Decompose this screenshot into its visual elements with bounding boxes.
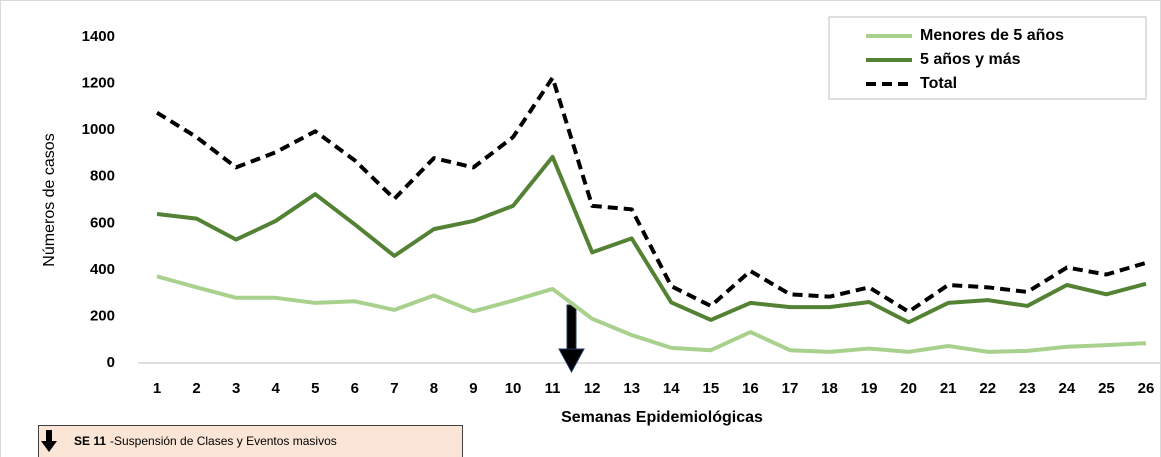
y-tick-label: 800 — [90, 168, 115, 185]
series-line — [156, 274, 1147, 354]
annotation-bold: SE 11 — [74, 434, 106, 448]
x-tick-label: 16 — [742, 380, 759, 397]
x-tick-label: 14 — [663, 380, 680, 397]
x-axis-title: Semanas Epidemiológicas — [561, 409, 763, 426]
x-tick-label: 2 — [192, 380, 200, 397]
y-tick-label: 1200 — [82, 75, 115, 92]
y-tick-label: 1400 — [82, 28, 115, 45]
y-tick-label: 200 — [90, 307, 115, 324]
annotation-text: -Suspensión de Clases y Eventos masivos — [110, 434, 337, 448]
x-tick-label: 23 — [1019, 380, 1036, 397]
x-tick-label: 25 — [1098, 380, 1115, 397]
x-tick-label: 19 — [861, 380, 878, 397]
x-tick-label: 12 — [584, 380, 601, 397]
series-line — [156, 154, 1147, 325]
x-tick-label: 3 — [232, 380, 240, 397]
legend-label: Menores de 5 años — [920, 27, 1064, 44]
x-tick-label: 7 — [390, 380, 398, 397]
series-line — [155, 75, 1147, 314]
legend-label: Total — [920, 75, 957, 92]
x-tick-label: 21 — [940, 380, 957, 397]
x-tick-label: 26 — [1138, 380, 1155, 397]
y-tick-label: 400 — [90, 261, 115, 278]
x-tick-label: 18 — [821, 380, 838, 397]
x-tick-label: 5 — [311, 380, 319, 397]
x-tick-label: 10 — [505, 380, 522, 397]
legend-label: 5 años y más — [920, 51, 1021, 68]
y-axis-title: Números de casos — [41, 133, 58, 266]
x-tick-label: 24 — [1059, 380, 1076, 397]
x-tick-label: 11 — [545, 380, 561, 397]
x-tick-label: 6 — [351, 380, 359, 397]
x-tick-label: 20 — [900, 380, 917, 397]
arrow — [558, 304, 585, 374]
y-tick-label: 0 — [107, 354, 115, 371]
x-tick-label: 4 — [272, 380, 281, 397]
x-tick-label: 22 — [979, 380, 996, 397]
x-tick-label: 13 — [623, 380, 640, 397]
y-tick-label: 1000 — [82, 121, 115, 138]
y-tick-label: 600 — [90, 214, 115, 231]
x-tick-label: 9 — [469, 380, 477, 397]
x-tick-label: 8 — [430, 380, 438, 397]
x-tick-label: 15 — [702, 380, 719, 397]
annotation-box: SE 11 -Suspensión de Clases y Eventos ma… — [38, 425, 463, 457]
x-tick-label: 17 — [782, 380, 799, 397]
x-tick-label: 1 — [153, 380, 161, 397]
